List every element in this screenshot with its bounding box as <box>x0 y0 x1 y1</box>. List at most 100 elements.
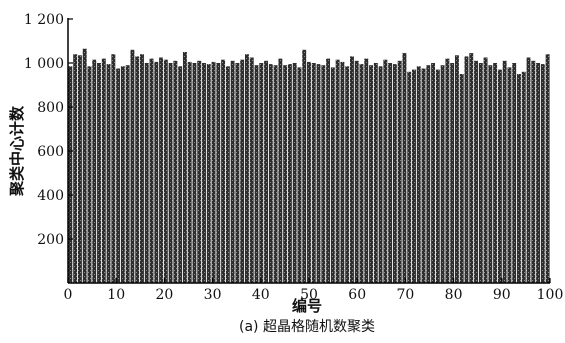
bar <box>135 56 140 284</box>
bar <box>225 66 230 283</box>
bar <box>187 61 192 284</box>
bar <box>378 66 383 283</box>
bar <box>249 57 254 283</box>
bar <box>545 54 550 284</box>
bar <box>416 66 421 283</box>
bar <box>292 63 297 283</box>
bar <box>101 58 106 283</box>
bar <box>507 67 512 284</box>
bar <box>354 60 359 283</box>
bar <box>383 59 388 284</box>
x-tick-label: 40 <box>252 287 270 303</box>
y-axis-title: 聚类中心计数 <box>8 105 26 197</box>
y-tick-label: 200 <box>37 232 64 248</box>
bar <box>68 66 73 283</box>
bar <box>392 64 397 283</box>
bar <box>450 63 455 283</box>
bar <box>273 65 278 283</box>
bar <box>97 63 101 283</box>
bar <box>540 64 545 283</box>
bar <box>120 66 125 283</box>
chart-caption: (a) 超晶格随机数聚类 <box>239 319 375 335</box>
bar <box>421 68 426 283</box>
bar <box>221 59 226 284</box>
x-tick-label: 100 <box>537 287 564 303</box>
bar <box>459 74 464 283</box>
bar <box>287 64 292 283</box>
bar <box>531 60 536 283</box>
bar <box>397 60 402 283</box>
bar <box>206 64 211 283</box>
bar <box>454 55 459 283</box>
bar <box>373 63 378 283</box>
bar <box>483 57 488 283</box>
x-tick-label: 70 <box>396 287 414 303</box>
bar <box>178 66 183 283</box>
bar <box>345 66 350 283</box>
bar <box>435 69 440 283</box>
bar <box>412 69 416 283</box>
x-tick-label: 20 <box>155 287 173 303</box>
bar <box>326 58 331 283</box>
bar <box>168 63 173 283</box>
bar <box>388 63 393 283</box>
bar <box>426 65 431 283</box>
bar <box>474 60 478 283</box>
y-tick-label: 800 <box>37 100 64 116</box>
bar <box>316 64 321 283</box>
ticks-group: 200 400 600 800 1 000 1 200 0 10 20 30 40 50 60 70 80 9… <box>24 12 563 303</box>
bar <box>140 54 144 284</box>
bar <box>130 49 135 283</box>
bar <box>297 67 302 284</box>
bar <box>82 48 87 284</box>
bar <box>92 59 97 284</box>
bar <box>159 57 164 283</box>
y-tick-label: 600 <box>37 144 64 160</box>
bar <box>502 60 507 283</box>
bar <box>307 61 311 284</box>
bar <box>497 69 502 283</box>
bar <box>402 53 407 283</box>
bar <box>283 65 288 283</box>
bar <box>536 63 541 283</box>
y-tick-label: 1 200 <box>24 12 64 28</box>
bar <box>264 60 268 283</box>
bar <box>268 64 273 283</box>
bar <box>202 63 206 283</box>
y-tick-label: 1 000 <box>24 56 64 72</box>
bar <box>154 61 159 284</box>
bar <box>445 58 450 283</box>
x-tick-label: 90 <box>493 287 511 303</box>
bar <box>144 63 149 283</box>
x-tick-label: 80 <box>445 287 463 303</box>
bar <box>259 63 264 283</box>
bar <box>230 60 235 283</box>
bar <box>464 56 469 284</box>
bar <box>149 58 154 283</box>
bar <box>493 63 498 283</box>
bar <box>197 60 202 283</box>
bar <box>311 63 316 283</box>
bars-group <box>68 48 550 284</box>
x-tick-label: 10 <box>107 287 125 303</box>
bar <box>240 59 245 284</box>
bar <box>512 63 517 283</box>
x-tick-label: 50 <box>300 287 318 303</box>
bar <box>335 59 340 284</box>
bar <box>106 64 111 283</box>
bar <box>163 59 168 284</box>
bar <box>192 63 197 283</box>
bar <box>526 57 531 283</box>
bar <box>245 54 249 284</box>
bar <box>116 68 121 283</box>
bar <box>330 67 335 284</box>
bar <box>321 65 326 283</box>
bar <box>77 55 82 283</box>
bar <box>431 63 436 283</box>
bar <box>111 54 116 284</box>
bar <box>369 65 373 283</box>
bar <box>173 60 178 283</box>
y-tick-label: 400 <box>37 188 64 204</box>
bar <box>364 58 369 283</box>
